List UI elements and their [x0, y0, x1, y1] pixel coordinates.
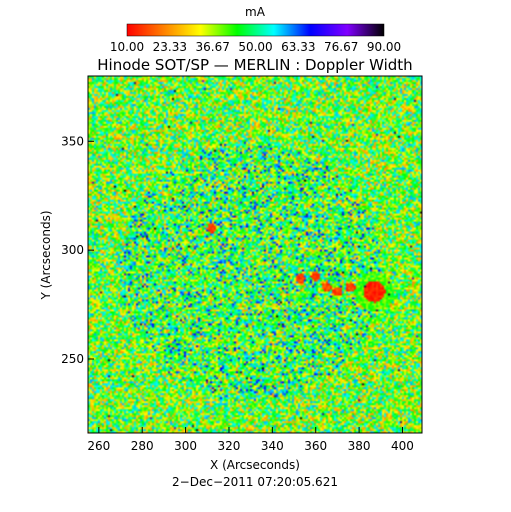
- x-tick-label: 300: [174, 439, 197, 453]
- x-tick-label: 320: [218, 439, 241, 453]
- heatmap-image: [88, 76, 422, 433]
- colorbar-tick-label: 50.00: [238, 40, 272, 54]
- chart-title: Hinode SOT/SP — MERLIN : Doppler Width: [97, 56, 412, 74]
- y-tick-label: 300: [61, 243, 84, 257]
- x-tick-label: 400: [391, 439, 414, 453]
- colorbar-tick-label: 63.33: [281, 40, 315, 54]
- y-axis-ticks: 250 300 350: [61, 134, 94, 366]
- colorbar-tick-labels: 10.00 23.33 36.67 50.00 63.33 76.67 90.00: [110, 40, 401, 54]
- x-axis-ticks: 260 280 300 320 340 360 380 400: [87, 427, 414, 453]
- y-tick-label: 250: [61, 352, 84, 366]
- colorbar-tick-label: 36.67: [195, 40, 229, 54]
- x-tick-label: 260: [87, 439, 110, 453]
- colorbar-tick-label: 76.67: [324, 40, 358, 54]
- colorbar-tick-label: 90.00: [367, 40, 401, 54]
- colorbar-tick-label: 23.33: [153, 40, 187, 54]
- colorbar-tick-label: 10.00: [110, 40, 144, 54]
- y-tick-label: 350: [61, 134, 84, 148]
- x-axis-label: X (Arcseconds): [210, 458, 300, 472]
- doppler-width-map: [88, 76, 422, 433]
- x-tick-label: 360: [304, 439, 327, 453]
- plot-frame: [87, 75, 423, 434]
- x-tick-label: 280: [131, 439, 154, 453]
- colorbar: [126, 23, 385, 37]
- observation-timestamp: 2−Dec−2011 07:20:05.621: [172, 475, 338, 489]
- x-tick-label: 340: [261, 439, 284, 453]
- y-axis-label: Y (Arcseconds): [39, 210, 53, 300]
- colorbar-unit: mA: [245, 5, 266, 19]
- x-tick-label: 380: [348, 439, 371, 453]
